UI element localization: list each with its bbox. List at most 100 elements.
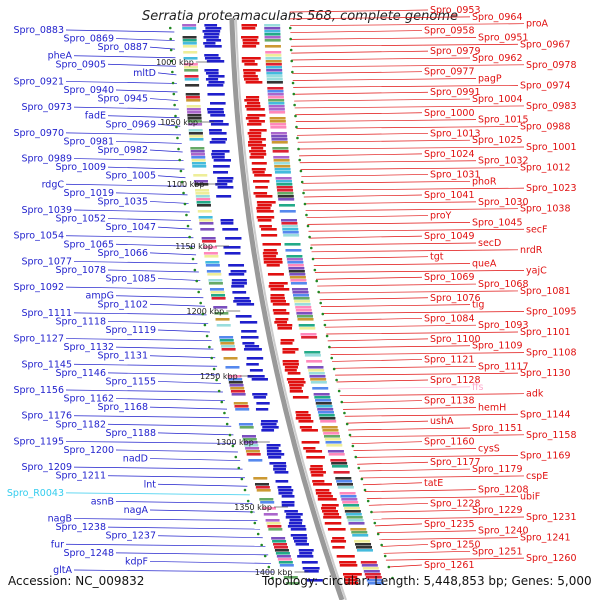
reverse-strand-feature — [204, 54, 219, 57]
right-gene-label: Spro_1095 — [526, 306, 577, 317]
cog-feature — [315, 402, 332, 405]
reverse-strand-feature — [209, 141, 226, 144]
left-leader-line — [149, 252, 197, 256]
ring-dot — [370, 510, 373, 514]
cog-feature — [277, 189, 294, 192]
forward-strand-feature — [317, 498, 337, 501]
cog-feature — [300, 333, 317, 336]
forward-strand-feature — [298, 420, 314, 423]
cog-feature — [274, 549, 289, 552]
forward-strand-feature — [280, 339, 295, 342]
reverse-strand-feature — [231, 279, 247, 282]
cog-feature — [271, 138, 288, 141]
ring-dot — [223, 411, 226, 415]
left-gene-label: Spro_R0043 — [7, 488, 64, 499]
cog-feature — [204, 255, 219, 258]
left-leader-line — [73, 466, 243, 470]
right-leader-line — [379, 537, 519, 540]
cog-feature — [276, 183, 293, 186]
right-leader-line — [319, 297, 429, 301]
right-leader-line — [297, 132, 429, 136]
right-leader-line — [370, 509, 471, 513]
right-leader-line — [372, 516, 525, 520]
right-leader-line — [307, 222, 471, 225]
left-leader-line — [65, 29, 175, 33]
right-gene-label: Spro_1261 — [424, 560, 475, 571]
ring-dot — [291, 70, 294, 74]
left-gene-label: Spro_1047 — [106, 222, 157, 233]
right-leader-line — [302, 180, 471, 184]
cog-feature — [278, 204, 295, 207]
left-leader-line — [149, 355, 216, 359]
ring-dot — [340, 400, 344, 404]
label-leader-lines — [65, 9, 525, 573]
right-leader-line — [291, 50, 429, 54]
cog-feature — [294, 303, 311, 306]
cog-feature — [355, 543, 372, 546]
right-leader-line — [355, 455, 519, 458]
ring-dot — [217, 389, 221, 393]
reverse-strand-feature — [266, 453, 285, 456]
cog-feature — [265, 60, 282, 63]
ring-dot — [302, 191, 305, 195]
cog-feature — [190, 153, 205, 156]
forward-strand-feature — [277, 327, 292, 330]
scale-tick-label: 1200 kbp — [186, 307, 224, 316]
left-leader-line — [73, 363, 218, 367]
right-leader-line — [289, 16, 471, 20]
left-gene-label: Spro_1145 — [22, 359, 73, 370]
reverse-strand-feature — [211, 138, 227, 141]
left-leader-line — [107, 475, 245, 479]
reverse-strand-feature — [210, 102, 226, 105]
cog-feature — [265, 519, 280, 522]
ring-dot — [172, 92, 176, 96]
left-gene-label: Spro_1182 — [56, 419, 107, 430]
right-leader-line — [388, 564, 423, 568]
left-leader-line — [157, 278, 201, 281]
ring-dot — [205, 334, 209, 338]
reverse-strand-feature — [243, 348, 262, 351]
right-gene-label: Spro_1228 — [430, 498, 481, 509]
left-gene-label: Spro_1085 — [106, 274, 157, 285]
right-gene-label: Spro_1121 — [424, 354, 475, 365]
left-leader-line — [107, 423, 232, 427]
cog-feature — [267, 93, 284, 96]
left-gene-label: Spro_1146 — [56, 368, 107, 379]
forward-strand-feature — [315, 489, 330, 492]
left-gene-label: Spro_1168 — [98, 402, 149, 413]
cog-feature — [268, 108, 285, 111]
reverse-strand-feature — [256, 402, 270, 405]
reverse-strand-feature — [204, 45, 222, 48]
cog-feature — [360, 561, 377, 564]
reverse-strand-feature — [278, 489, 294, 492]
cog-feature — [275, 177, 292, 180]
cog-feature — [230, 390, 245, 393]
right-leader-line — [316, 276, 423, 280]
right-leader-line — [310, 242, 477, 246]
forward-strand-feature — [311, 474, 324, 477]
cog-feature — [246, 453, 261, 456]
reverse-strand-feature — [241, 330, 257, 333]
reverse-strand-feature — [210, 123, 229, 126]
right-gene-label: Spro_1250 — [430, 539, 481, 550]
ring-dot — [183, 202, 187, 206]
forward-strand-feature — [255, 195, 273, 198]
right-leader-line — [313, 263, 471, 266]
cog-feature — [194, 183, 209, 186]
left-leader-line — [149, 406, 228, 410]
reverse-strand-feature — [281, 495, 295, 498]
left-gene-label: Spro_1156 — [14, 385, 65, 396]
right-gene-label: Spro_1151 — [472, 423, 523, 434]
reverse-strand-feature — [235, 315, 252, 318]
cog-feature — [256, 489, 271, 492]
reverse-strand-feature — [281, 501, 295, 504]
right-gene-label: Spro_1169 — [520, 450, 571, 461]
forward-strand-feature — [272, 303, 290, 306]
forward-strand-feature — [251, 162, 267, 165]
cog-feature — [264, 30, 281, 33]
cog-feature — [264, 45, 281, 48]
reverse-strand-feature — [204, 69, 219, 72]
ring-dot — [323, 323, 327, 327]
left-gene-label: Spro_1155 — [106, 376, 157, 387]
forward-strand-feature — [322, 510, 339, 513]
